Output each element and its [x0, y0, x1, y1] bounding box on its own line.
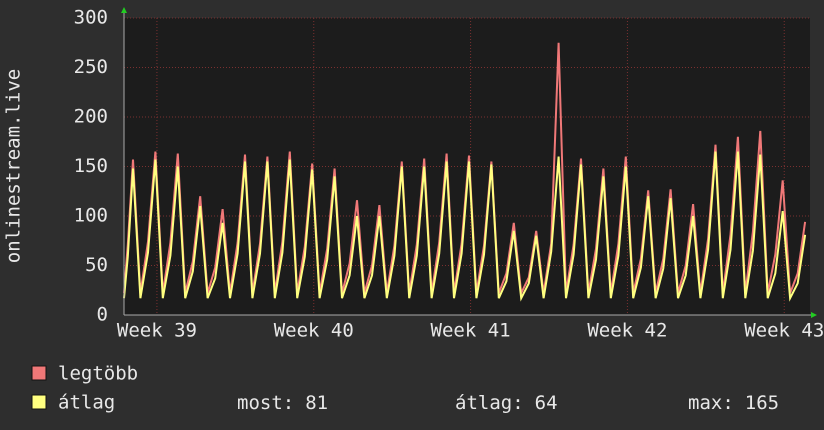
- stat-value: 81: [305, 392, 328, 414]
- legend-swatch: [31, 365, 47, 381]
- y-tick-label: 250: [74, 56, 108, 78]
- x-tick-label: Week 39: [117, 320, 197, 342]
- y-tick-label: 100: [74, 205, 108, 227]
- x-tick-label: Week 41: [431, 320, 511, 342]
- y-tick-label: 0: [97, 304, 108, 326]
- lines: [123, 42, 807, 302]
- y-tick-label: 50: [85, 254, 108, 276]
- stat: most: 81: [237, 392, 328, 414]
- stat-value: 165: [745, 392, 779, 414]
- stat-label: most:: [237, 392, 294, 414]
- axis-arrow: [811, 312, 817, 318]
- x-tick-label: Week 43: [744, 320, 824, 342]
- y-tick-label: 200: [74, 106, 108, 128]
- stat: max: 165: [688, 392, 779, 414]
- y-axis-label: onlinestream.live: [3, 69, 25, 263]
- y-tick-label: 150: [74, 155, 108, 177]
- y-tick-label: 300: [74, 7, 108, 29]
- axis-arrow: [121, 7, 127, 13]
- legend-label: legtöbb: [58, 363, 138, 385]
- x-tick-label: Week 42: [587, 320, 667, 342]
- stat-label: átlag:: [455, 392, 524, 414]
- stat-label: max:: [688, 392, 734, 414]
- series-line: [123, 151, 807, 302]
- stat: átlag: 64: [455, 392, 558, 414]
- legend: legtöbb átlag most: 81 átlag: 64 max: 165: [31, 363, 779, 414]
- legend-swatch: [31, 394, 47, 410]
- legend-label: átlag: [58, 392, 115, 414]
- x-tick-label: Week 40: [274, 320, 354, 342]
- stat-value: 64: [535, 392, 558, 414]
